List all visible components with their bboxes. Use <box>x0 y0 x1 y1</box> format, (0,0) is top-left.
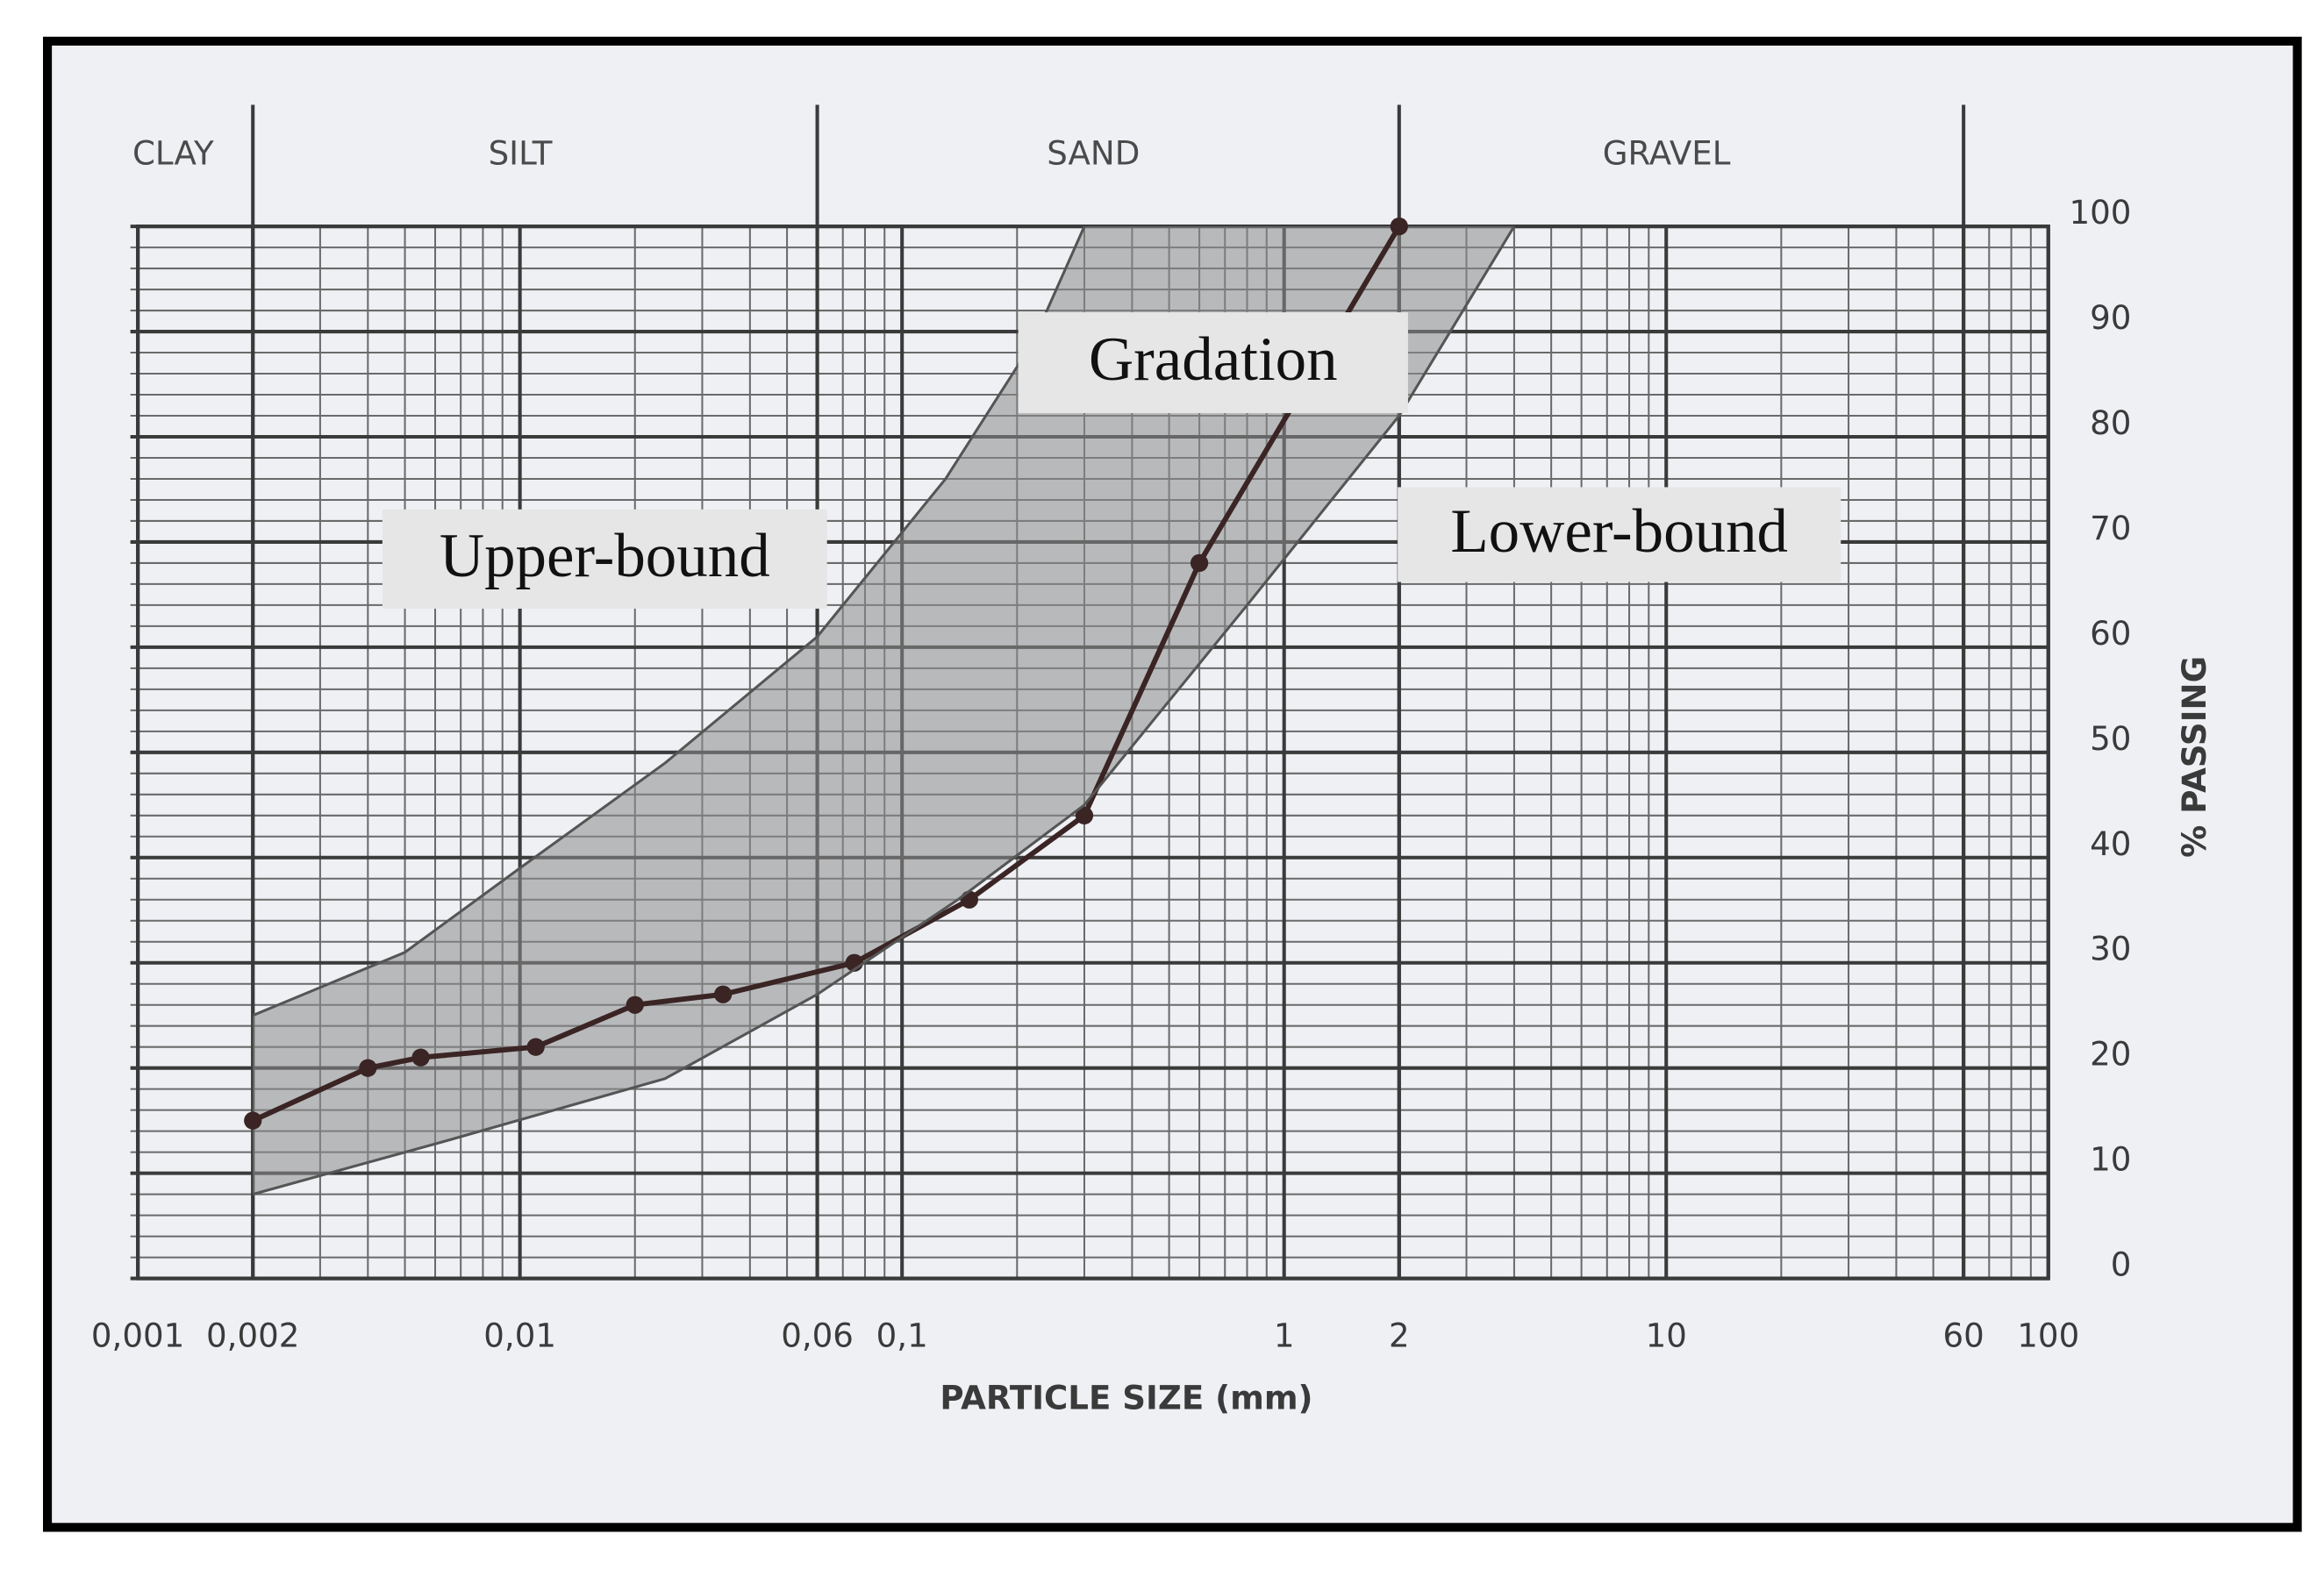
x-tick-label: 100 <box>2017 1317 2079 1355</box>
x-tick-label: 0,06 <box>781 1317 854 1355</box>
y-tick-label: 50 <box>2090 720 2131 758</box>
annotation-box <box>1018 312 1408 413</box>
gradation-point <box>626 996 644 1014</box>
y-tick-label: 20 <box>2090 1036 2131 1074</box>
gradation-point <box>526 1038 545 1056</box>
gradation-point <box>1075 806 1094 824</box>
y-tick-label: 70 <box>2090 510 2131 547</box>
gradation-point <box>960 890 979 909</box>
annotation-label: Upper-bound <box>440 522 770 590</box>
annotation-label: Lower-bound <box>1450 497 1788 566</box>
annotation-label: Gradation <box>1089 325 1338 394</box>
gradation-point <box>1390 217 1408 236</box>
y-tick-label: 60 <box>2090 615 2131 653</box>
zone-label: CLAY <box>132 134 214 172</box>
y-tick-label: 80 <box>2090 404 2131 442</box>
y-axis-label: % PASSING <box>2176 656 2213 858</box>
marks <box>244 217 1516 1196</box>
y-tick-label: 40 <box>2090 825 2131 863</box>
x-tick-label: 60 <box>1943 1317 1984 1355</box>
x-tick-label: 2 <box>1389 1317 1410 1355</box>
band-fill <box>253 226 1514 1195</box>
gradation-point <box>713 985 733 1003</box>
x-tick-label: 0,01 <box>483 1317 556 1355</box>
x-axis-label: PARTICLE SIZE (mm) <box>940 1380 1312 1417</box>
y-tick-label: 90 <box>2090 299 2131 337</box>
x-tick-label: 0,001 <box>91 1317 184 1355</box>
annotation-box <box>382 509 827 609</box>
zone-label: SAND <box>1047 134 1140 172</box>
x-tick-label: 10 <box>1646 1317 1687 1355</box>
bound-line <box>252 225 1516 1196</box>
gradation-point <box>244 1111 262 1130</box>
labels: 0 10 20 30 40 50 60 70 80 90 100 0,001 0,002 0,01 0,06… <box>91 134 2131 1354</box>
y-tick-label: 0 <box>2111 1246 2132 1284</box>
y-tick-label: 30 <box>2090 931 2131 968</box>
x-tick-label: 1 <box>1274 1317 1295 1355</box>
x-tick-label: 0,002 <box>206 1317 299 1355</box>
gradation-point <box>359 1059 377 1077</box>
y-tick-label: 10 <box>2090 1141 2131 1179</box>
annotation-box <box>1398 487 1841 582</box>
x-tick-label: 0,1 <box>876 1317 928 1355</box>
gradation-point <box>1190 553 1209 573</box>
y-tick-label: 100 <box>2069 194 2131 232</box>
gradation-point <box>411 1048 430 1067</box>
zone-label: SILT <box>489 134 553 172</box>
zone-label: GRAVEL <box>1603 134 1731 172</box>
